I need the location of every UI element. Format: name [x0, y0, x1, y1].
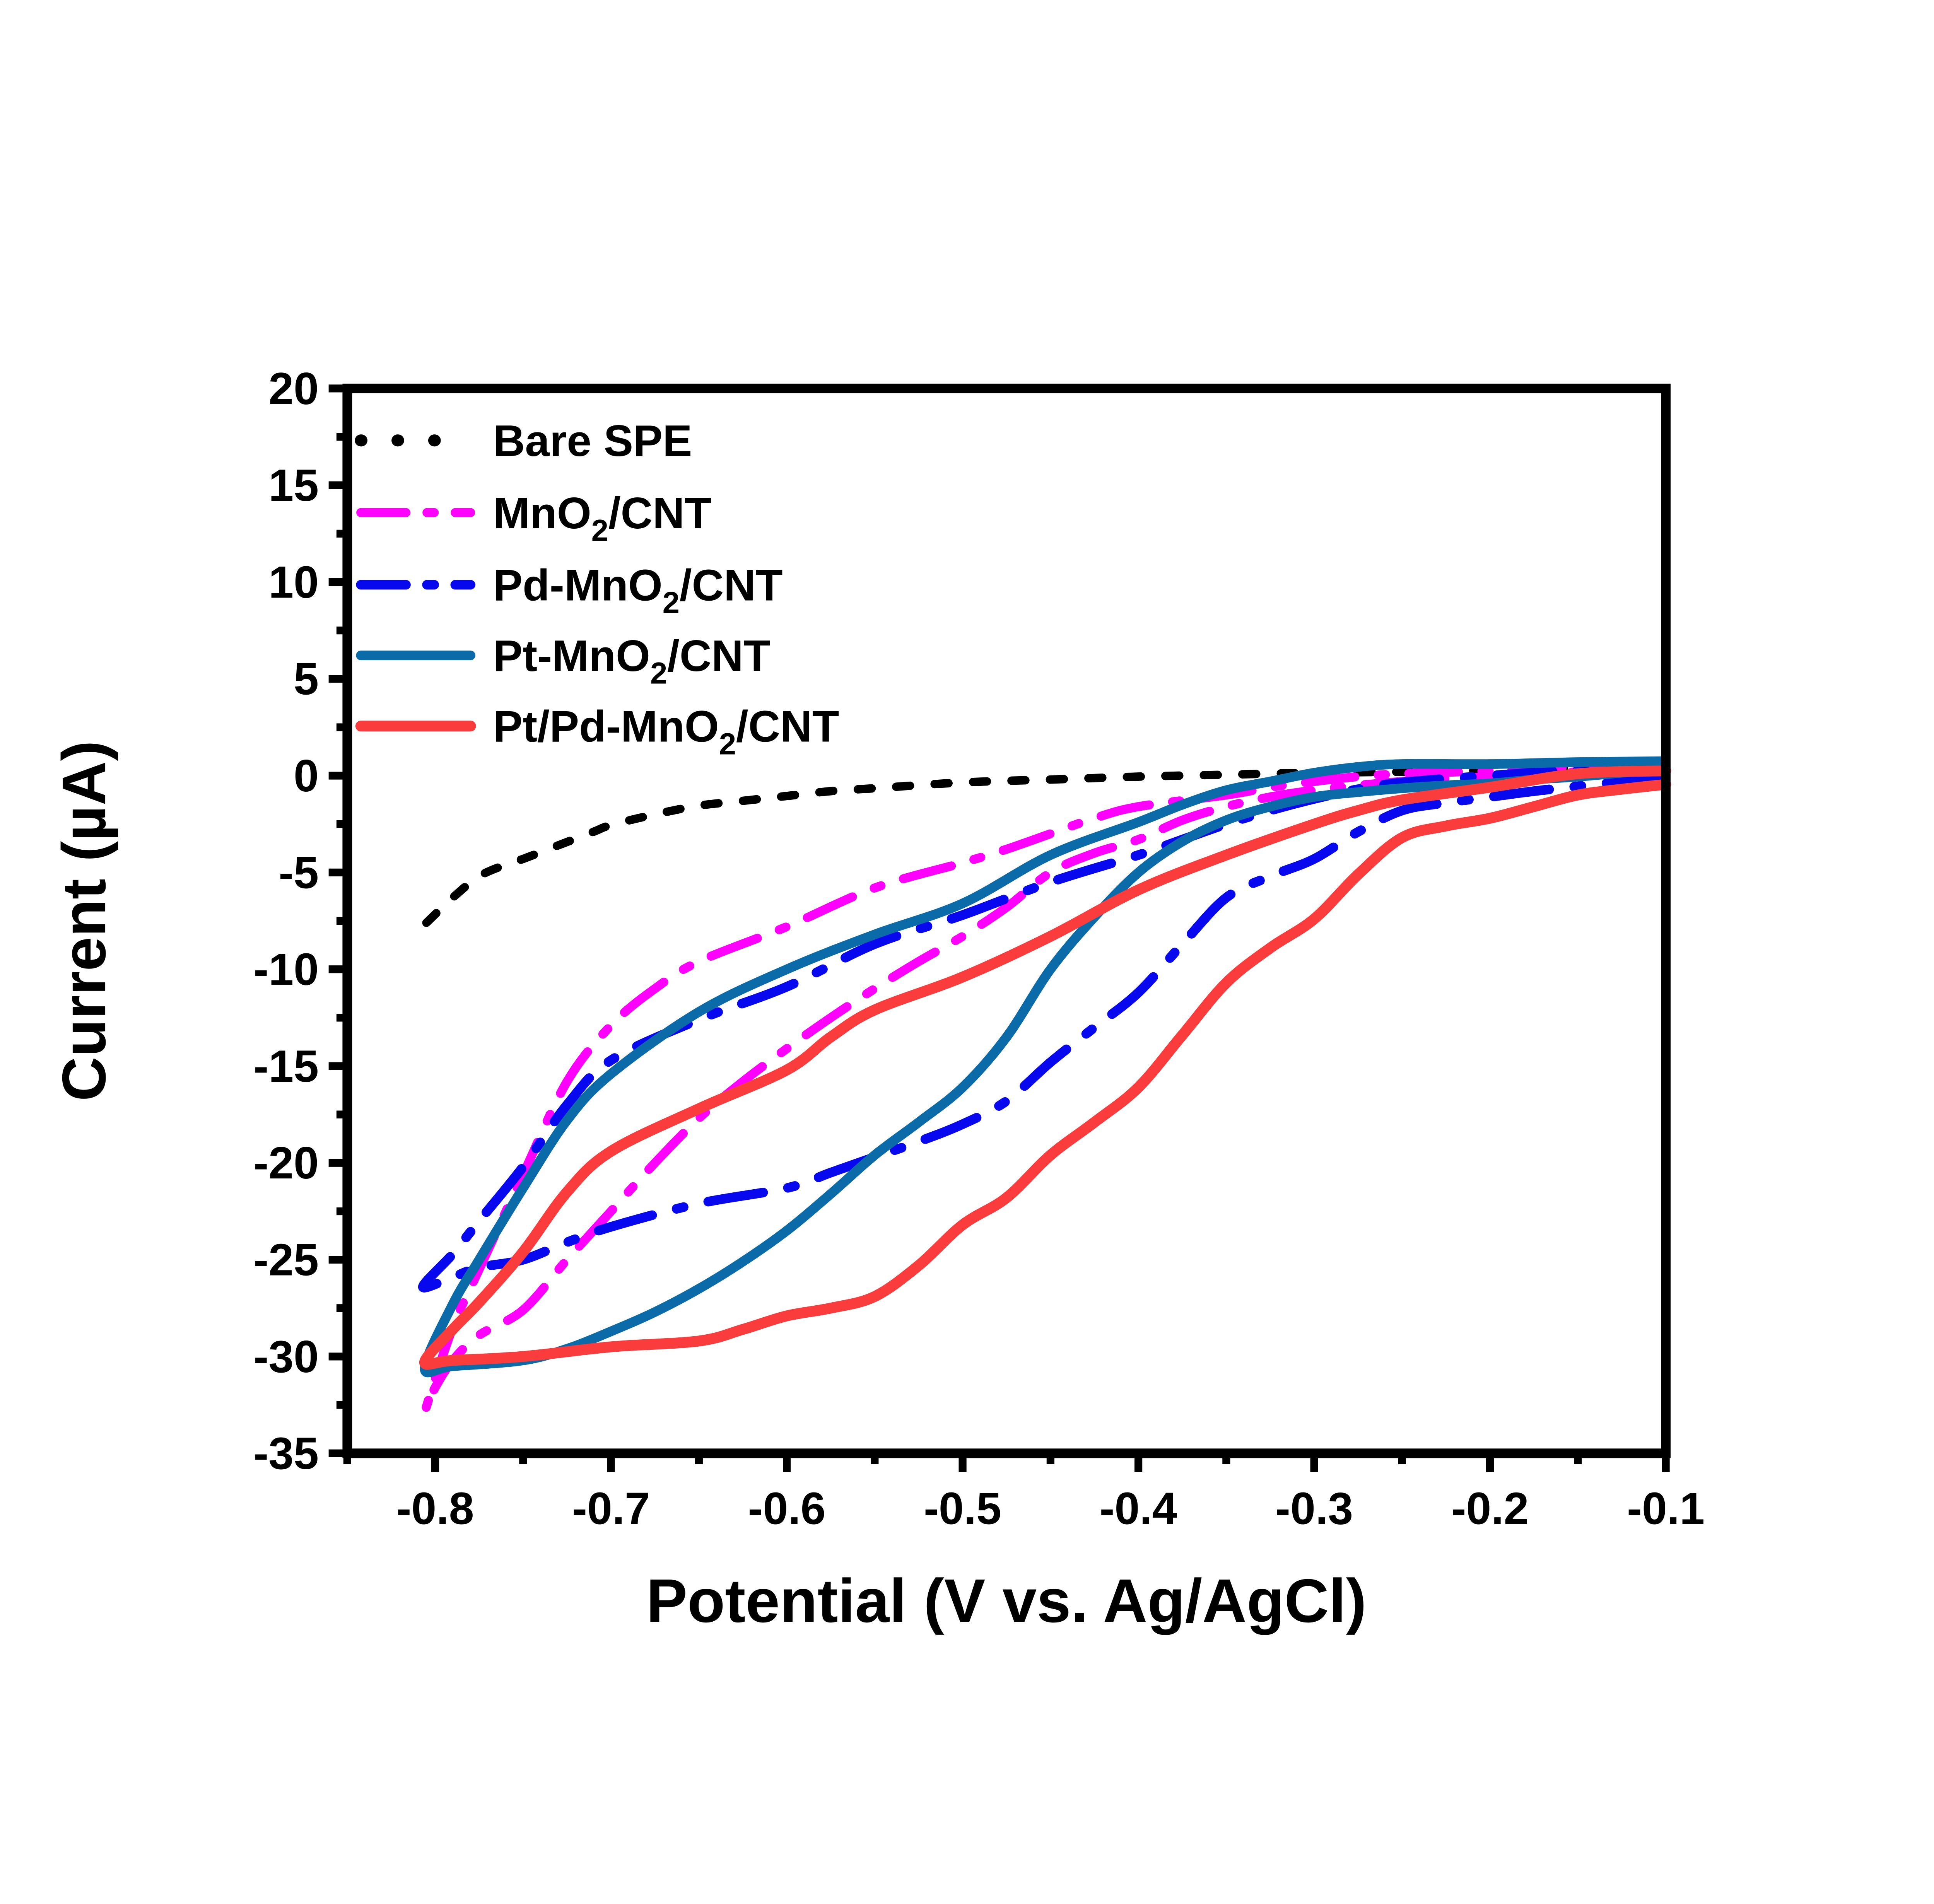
- legend: Bare SPE MnO2/CNT Pd-MnO2/CNT Pt-MnO2/CNT Pt…: [355, 417, 839, 761]
- legend-label-bare-spe: Bare SPE: [493, 417, 692, 466]
- legend-label-mno2-cnt: MnO2/CNT: [493, 489, 712, 548]
- series-layer: [418, 756, 1671, 1414]
- y-tick-label: 10: [268, 557, 319, 607]
- y-tick-label: -15: [253, 1041, 319, 1091]
- legend-label-pt-pd-mno2-cnt: Pt/Pd-MnO2/CNT: [493, 702, 839, 761]
- plot-frame: [342, 383, 1671, 1458]
- x-tick-label: -0.8: [396, 1483, 474, 1533]
- x-tick-label: -0.4: [1100, 1483, 1177, 1533]
- tick-label-layer: -0.8 -0.7 -0.6 -0.5 -0.4 -0.3 -0.2 -0.1 20 15 10 5 0…: [253, 363, 1705, 1534]
- y-axis-title: Current (µA): [50, 741, 118, 1101]
- y-tick-label: 20: [268, 363, 319, 414]
- legend-item-bare-spe: Bare SPE: [355, 417, 692, 466]
- x-tick-label: -0.1: [1627, 1483, 1705, 1533]
- legend-item-pt-pd-mno2-cnt: Pt/Pd-MnO2/CNT: [355, 702, 839, 761]
- x-tick-label: -0.5: [924, 1483, 1001, 1533]
- series-pt-pd-mno2-cnt-curve: [419, 765, 1671, 1370]
- x-tick-label: -0.6: [748, 1483, 826, 1533]
- y-tick-label: 0: [294, 750, 319, 801]
- y-tick-label: 15: [268, 460, 319, 511]
- y-tick-label: -25: [253, 1235, 319, 1285]
- y-tick-label: -30: [253, 1331, 319, 1382]
- x-tick-label: -0.2: [1451, 1483, 1529, 1533]
- axes-layer: [328, 383, 1671, 1472]
- legend-item-mno2-cnt: MnO2/CNT: [356, 489, 712, 548]
- legend-label-pd-mno2-cnt: Pd-MnO2/CNT: [493, 561, 783, 620]
- y-tick-label: -20: [253, 1137, 319, 1188]
- series-bare-spe-curve: [422, 763, 1670, 927]
- y-tick-label: -10: [253, 944, 319, 995]
- x-tick-label: -0.3: [1275, 1483, 1353, 1533]
- x-tick-label: -0.7: [572, 1483, 650, 1533]
- legend-item-pt-mno2-cnt: Pt-MnO2/CNT: [356, 632, 771, 690]
- legend-item-pd-mno2-cnt: Pd-MnO2/CNT: [356, 561, 783, 620]
- y-tick-label: -5: [278, 847, 319, 898]
- y-tick-label: -35: [253, 1428, 319, 1479]
- y-tick-label: 5: [294, 654, 319, 704]
- legend-label-pt-mno2-cnt: Pt-MnO2/CNT: [493, 632, 771, 690]
- x-axis-title: Potential (V vs. Ag/AgCl): [646, 1566, 1367, 1635]
